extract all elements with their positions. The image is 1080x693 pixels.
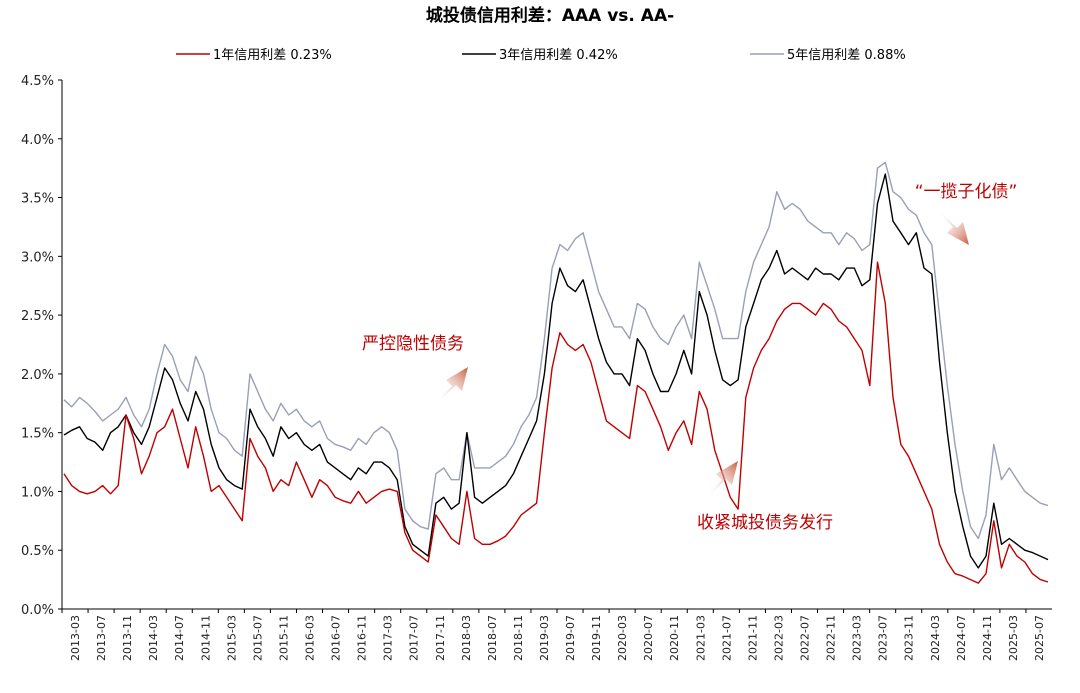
legend-label: 3年信用利差 0.42%: [499, 48, 618, 63]
x-tick-label: 2020-03: [616, 615, 629, 661]
x-tick-label: 2023-03: [851, 615, 864, 661]
x-tick-label: 2013-07: [95, 615, 108, 661]
x-tick-label: 2021-03: [694, 615, 707, 661]
legend: 1年信用利差 0.23% 3年信用利差 0.42% 5年信用利差 0.88%: [176, 48, 906, 63]
y-tick-label: 1.0%: [21, 485, 54, 500]
series-line-1y: [63, 261, 1049, 584]
y-tick-label: 2.5%: [21, 309, 54, 324]
x-tick-label: 2021-07: [720, 615, 733, 661]
x-tick-label: 2022-07: [799, 615, 812, 661]
x-tick-label: 2017-11: [434, 615, 447, 661]
x-tick-label: 2014-11: [199, 615, 212, 661]
x-tick-label: 2016-07: [330, 615, 343, 661]
y-tick-label: 0.0%: [21, 603, 54, 618]
x-tick-label: 2016-03: [304, 615, 317, 661]
y-tick-label: 3.0%: [21, 250, 54, 265]
up-arrow-icon: [436, 367, 468, 402]
x-tick-label: 2020-07: [642, 615, 655, 661]
x-tick-label: 2019-07: [564, 615, 577, 661]
x-tick-label: 2016-11: [356, 615, 369, 661]
series-line-5y: [63, 161, 1049, 540]
x-tick-label: 2018-11: [512, 615, 525, 661]
x-tick-label: 2014-03: [147, 615, 160, 661]
x-tick-label: 2020-11: [668, 615, 681, 661]
series-line-3y: [63, 173, 1049, 569]
x-tick-label: 2018-07: [486, 615, 499, 661]
x-tick-label: 2018-03: [460, 615, 473, 661]
series-group: [63, 161, 1049, 584]
x-tick-label: 2015-07: [251, 615, 264, 661]
x-tick-label: 2024-11: [981, 615, 994, 661]
x-tick-label: 2017-07: [408, 615, 421, 661]
x-tick-label: 2024-03: [929, 615, 942, 661]
x-tick-label: 2021-11: [746, 615, 759, 661]
chart-title: 城投债信用利差：AAA vs. AA-: [426, 5, 674, 26]
x-tick-label: 2023-11: [903, 615, 916, 661]
axes: 0.0% 0.5% 1.0% 1.5% 2.0% 2.5% 3.0% 3.5% 4.0% 4.5%…: [21, 74, 1052, 661]
x-tick-label: 2023-07: [877, 615, 890, 661]
y-tick-label: 2.0%: [21, 368, 54, 383]
x-tick-label: 2013-03: [69, 615, 82, 661]
down-arrow-icon: [937, 211, 969, 245]
y-tick-label: 3.5%: [21, 192, 54, 207]
annotation-debt-resolution-package: “一揽子化债”: [915, 182, 1018, 202]
x-tick-label: 2024-07: [955, 615, 968, 661]
y-tick-label: 4.0%: [21, 133, 54, 148]
annotation-tighten-lgfv-issuance: 收紧城投债务发行: [697, 513, 833, 533]
x-tick-label: 2015-03: [225, 615, 238, 661]
y-tick-label: 4.5%: [21, 74, 54, 89]
x-tick-label: 2017-03: [382, 615, 395, 661]
x-tick-label: 2025-07: [1033, 615, 1046, 661]
y-tick-label: 0.5%: [21, 544, 54, 559]
x-tick-label: 2022-03: [772, 615, 785, 661]
legend-label: 5年信用利差 0.88%: [787, 48, 906, 63]
x-tick-label: 2019-03: [538, 615, 551, 661]
up-arrow-icon: [706, 461, 738, 496]
x-tick-label: 2025-03: [1007, 615, 1020, 661]
annotation-tighten-hidden-debt: 严控隐性债务: [362, 334, 464, 354]
x-tick-label: 2013-11: [121, 615, 134, 661]
y-tick-label: 1.5%: [21, 427, 54, 442]
x-tick-label: 2019-11: [590, 615, 603, 661]
x-tick-label: 2022-11: [825, 615, 838, 661]
x-tick-label: 2014-07: [173, 615, 186, 661]
legend-label: 1年信用利差 0.23%: [213, 48, 332, 63]
x-tick-label: 2015-11: [277, 615, 290, 661]
